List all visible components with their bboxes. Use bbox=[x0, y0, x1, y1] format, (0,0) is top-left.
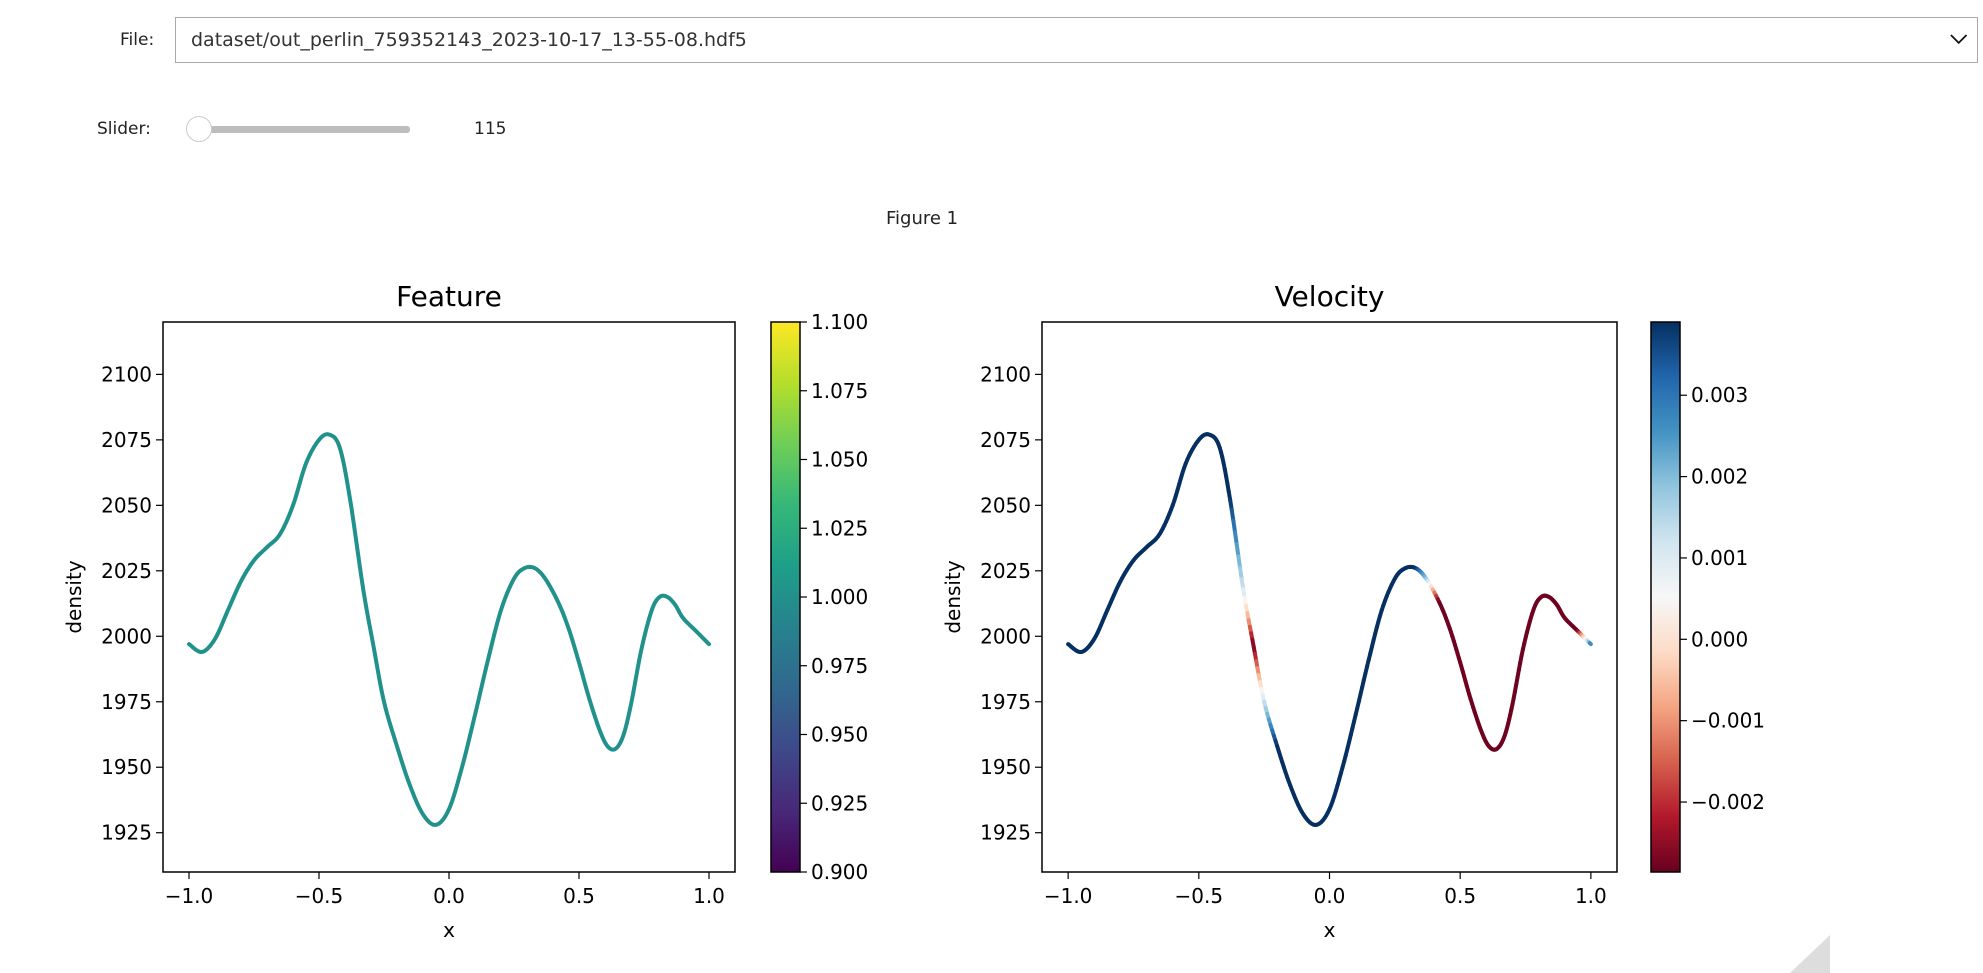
y-tick-label: 2050 bbox=[980, 493, 1031, 517]
axes-frame bbox=[162, 321, 736, 873]
file-label: File: bbox=[120, 30, 155, 50]
axes-frame bbox=[1041, 321, 1618, 873]
x-tick-label: −1.0 bbox=[1044, 884, 1093, 908]
data-line-segment bbox=[1233, 530, 1239, 547]
colorbar-tick-label: 1.075 bbox=[811, 379, 868, 403]
colorbar-tick-label: 0.003 bbox=[1691, 383, 1748, 407]
y-tick-label: 1975 bbox=[980, 690, 1031, 714]
slider-value: 115 bbox=[474, 119, 507, 139]
y-tick-label: 2100 bbox=[101, 362, 152, 386]
figure-title: Figure 1 bbox=[886, 208, 959, 229]
colorbar-tick-label: 0.900 bbox=[811, 860, 868, 884]
x-tick-label: 1.0 bbox=[1575, 884, 1607, 908]
data-line-segment bbox=[1587, 641, 1593, 647]
x-tick-label: 0.0 bbox=[433, 884, 465, 908]
y-axis-label: density bbox=[941, 560, 965, 633]
colorbar-tick-label: −0.002 bbox=[1691, 790, 1765, 814]
file-dropdown-value: dataset/out_perlin_759352143_2023-10-17_… bbox=[191, 29, 747, 51]
data-line-segment bbox=[1234, 542, 1241, 559]
y-tick-label: 1950 bbox=[980, 755, 1031, 779]
x-tick-label: −0.5 bbox=[1175, 884, 1224, 908]
y-tick-label: 2075 bbox=[980, 428, 1031, 452]
y-tick-label: 2025 bbox=[101, 559, 152, 583]
axes-title: Feature bbox=[396, 280, 502, 313]
y-tick-label: 1975 bbox=[101, 690, 152, 714]
slider-label: Slider: bbox=[97, 119, 151, 139]
y-tick-label: 2075 bbox=[101, 428, 152, 452]
slider-track[interactable] bbox=[200, 126, 410, 133]
x-axis-label: x bbox=[1324, 918, 1336, 942]
y-tick-label: 1925 bbox=[101, 821, 152, 845]
colorbar-tick-label: 0.002 bbox=[1691, 465, 1748, 489]
slider-thumb[interactable] bbox=[186, 116, 212, 142]
colorbar-tick-label: 1.000 bbox=[811, 585, 868, 609]
file-dropdown[interactable]: dataset/out_perlin_759352143_2023-10-17_… bbox=[175, 17, 1978, 63]
x-tick-label: 1.0 bbox=[693, 884, 725, 908]
x-tick-label: −1.0 bbox=[165, 884, 214, 908]
y-tick-label: 1925 bbox=[980, 821, 1031, 845]
colorbar-tick-label: −0.001 bbox=[1691, 709, 1765, 733]
colorbar-tick-label: 1.100 bbox=[811, 310, 868, 334]
colorbar-tick-label: 1.025 bbox=[811, 516, 868, 540]
colorbar-tick-label: 1.050 bbox=[811, 448, 868, 472]
resize-handle[interactable] bbox=[1790, 935, 1830, 973]
y-tick-label: 2100 bbox=[980, 362, 1031, 386]
colorbar-tick-label: 0.000 bbox=[1691, 627, 1748, 651]
colorbar-tick-label: 0.001 bbox=[1691, 546, 1748, 570]
colorbar-tick-label: 0.950 bbox=[811, 723, 868, 747]
y-tick-label: 2025 bbox=[980, 559, 1031, 583]
axes-title: Velocity bbox=[1275, 280, 1385, 313]
x-tick-label: 0.0 bbox=[1314, 884, 1346, 908]
chevron-down-icon: ⌵ bbox=[1950, 24, 1967, 49]
data-line bbox=[187, 432, 711, 827]
y-tick-label: 2000 bbox=[980, 624, 1031, 648]
colorbar bbox=[770, 321, 801, 873]
y-tick-label: 1950 bbox=[101, 755, 152, 779]
x-axis-label: x bbox=[443, 918, 455, 942]
y-axis-label: density bbox=[62, 560, 86, 633]
colorbar bbox=[1650, 321, 1681, 873]
colorbar-tick-label: 0.975 bbox=[811, 654, 868, 678]
x-tick-label: 0.5 bbox=[563, 884, 595, 908]
x-tick-label: −0.5 bbox=[295, 884, 344, 908]
colorbar-tick-label: 0.925 bbox=[811, 791, 868, 815]
x-tick-label: 0.5 bbox=[1444, 884, 1476, 908]
y-tick-label: 2050 bbox=[101, 493, 152, 517]
y-tick-label: 2000 bbox=[101, 624, 152, 648]
